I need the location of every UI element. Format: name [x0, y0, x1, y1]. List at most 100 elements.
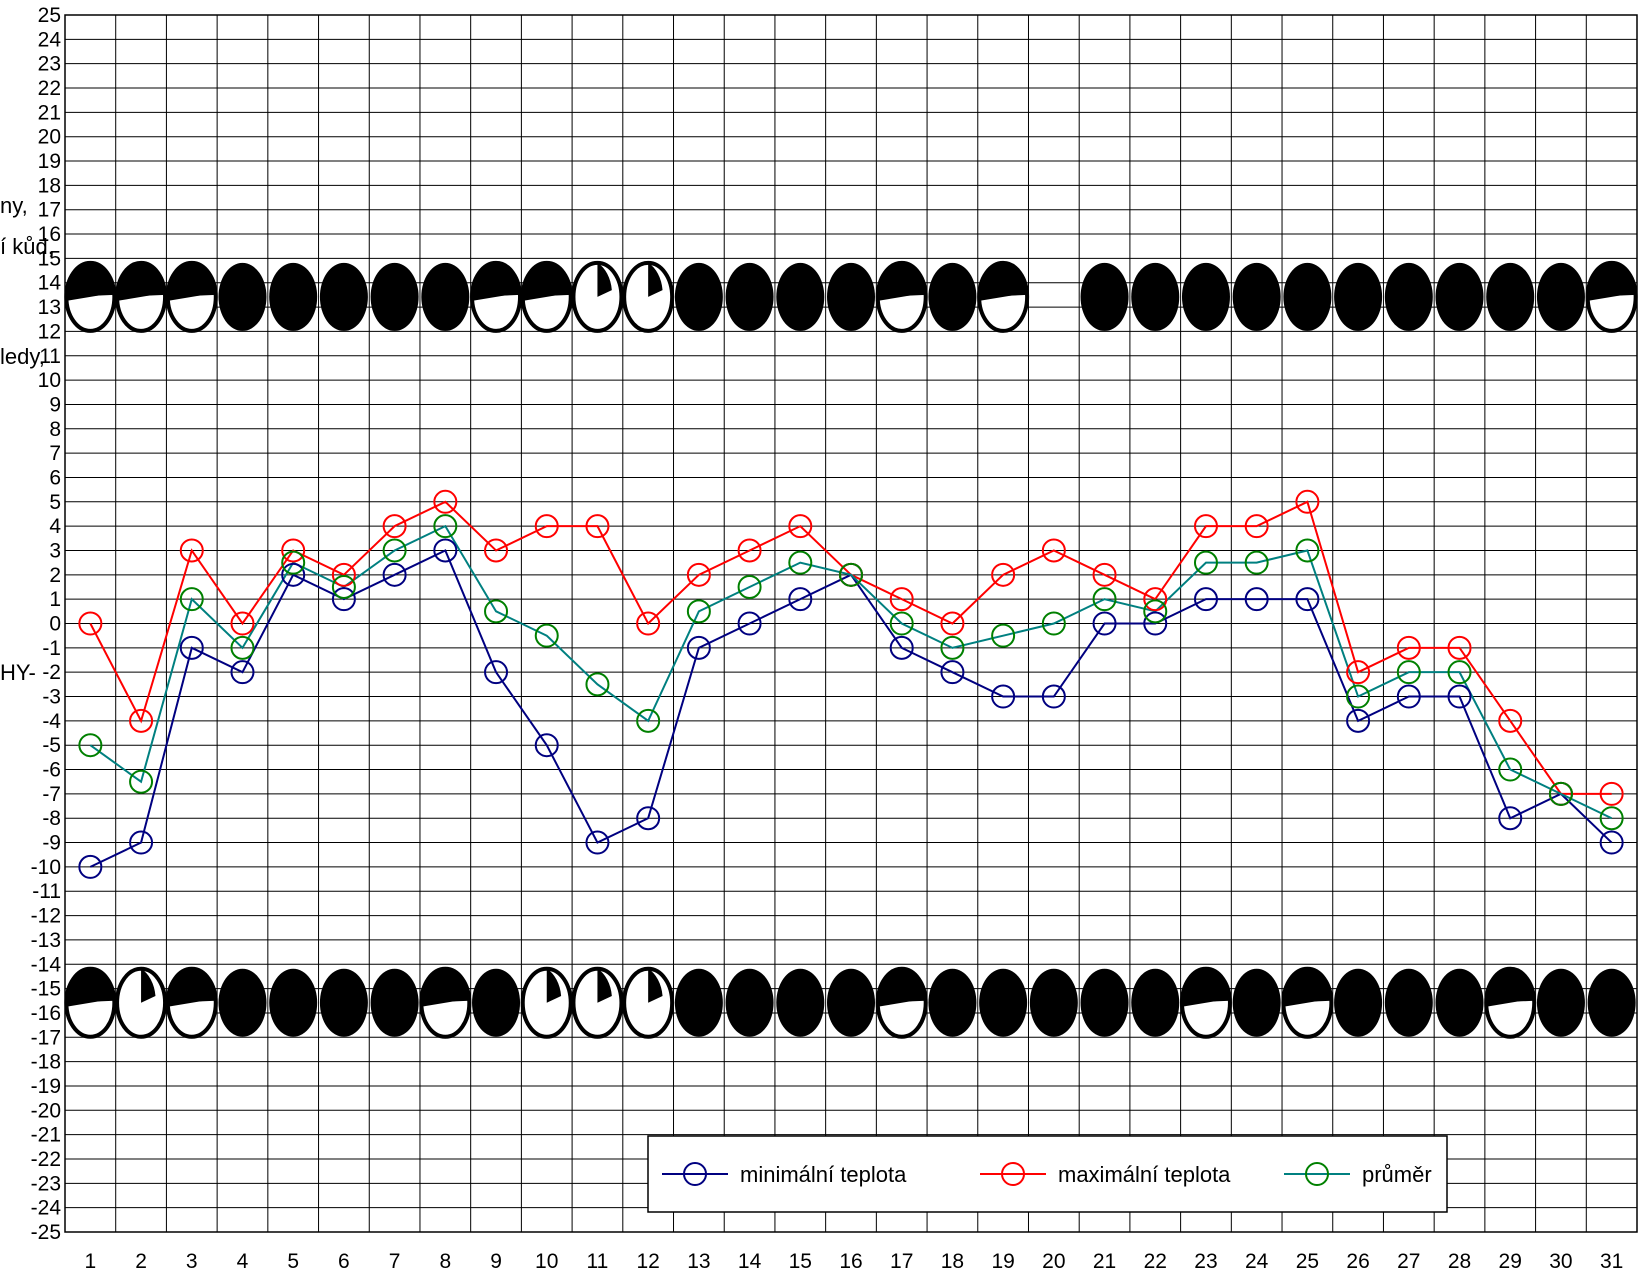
data-point	[281, 550, 306, 575]
side-label: HY-	[0, 660, 36, 685]
data-point	[1599, 830, 1624, 855]
data-point	[534, 514, 559, 539]
grid	[64, 14, 1638, 1233]
cloud-cover-icon	[1435, 968, 1484, 1037]
cloud-full-icon	[218, 968, 267, 1037]
cloud-cover-icon	[419, 966, 472, 1039]
data-point	[737, 574, 762, 599]
legend-label: minimální teplota	[740, 1162, 907, 1187]
data-point	[1599, 806, 1624, 831]
y-tick-label: 18	[38, 174, 61, 197]
y-tick-label: -10	[31, 856, 61, 879]
cloud-cover-icon	[1232, 262, 1281, 331]
data-point	[1295, 587, 1320, 612]
x-tick-label: 31	[1600, 1250, 1623, 1273]
data-point	[1244, 550, 1269, 575]
data-point	[331, 562, 356, 587]
y-tick-label: -18	[31, 1051, 61, 1074]
data-point	[179, 538, 204, 563]
data-point	[1244, 587, 1269, 612]
legend-marker	[1001, 1162, 1025, 1186]
cloud-cover-icon	[1536, 262, 1585, 331]
cloud-full-icon	[269, 262, 318, 331]
cloud-cover-icon	[725, 262, 774, 331]
data-point	[1041, 684, 1066, 709]
data-point	[1599, 781, 1624, 806]
data-point	[78, 733, 103, 758]
cloud-cover-icon	[622, 966, 675, 1039]
cloud-full-icon	[776, 968, 825, 1037]
cloud-full-icon	[319, 968, 368, 1037]
cloud-full-icon	[1435, 968, 1484, 1037]
y-tick-label: -9	[42, 832, 61, 855]
y-tick-label: 12	[38, 320, 61, 343]
cloud-cover-icon	[64, 260, 117, 333]
cloud-cover-icon	[1232, 968, 1281, 1037]
x-tick-label: 19	[991, 1250, 1014, 1273]
cloud-cover-icon	[319, 968, 368, 1037]
x-tick-label: 23	[1194, 1250, 1217, 1273]
cloud-full-icon	[1181, 262, 1230, 331]
side-label: í kůd,	[0, 234, 54, 259]
y-tick-labels: -25-24-23-22-21-20-19-18-17-16-15-14-13-…	[31, 4, 62, 1244]
data-point	[788, 550, 813, 575]
x-tick-label: 25	[1296, 1250, 1319, 1273]
x-tick-label: 14	[738, 1250, 762, 1273]
cloud-cover-icon	[1435, 262, 1484, 331]
cloud-full-icon	[1536, 968, 1585, 1037]
y-tick-label: 1	[49, 588, 61, 611]
data-point	[1193, 514, 1218, 539]
data-point	[1041, 538, 1066, 563]
cloud-cover-icon	[520, 966, 573, 1039]
x-tick-label: 26	[1346, 1250, 1369, 1273]
x-tick-label: 28	[1448, 1250, 1471, 1273]
y-tick-label: -14	[31, 953, 62, 976]
y-tick-label: -6	[42, 759, 61, 782]
data-point	[1193, 587, 1218, 612]
cloud-cover-icon	[1587, 968, 1636, 1037]
y-tick-label: -15	[31, 978, 61, 1001]
data-point	[1092, 611, 1117, 636]
y-tick-label: -11	[32, 880, 61, 903]
y-tick-label: 2	[49, 564, 61, 587]
legend-marker	[1305, 1162, 1329, 1186]
data-point	[433, 489, 458, 514]
x-tick-label: 17	[890, 1250, 913, 1273]
data-point	[78, 611, 103, 636]
data-point	[129, 708, 154, 733]
data-point	[1193, 550, 1218, 575]
data-point	[940, 635, 965, 660]
x-tick-label: 15	[789, 1250, 812, 1273]
cloud-full-icon	[1131, 968, 1180, 1037]
cloud-cover-icon	[165, 260, 218, 333]
data-point	[382, 538, 407, 563]
cloud-full-icon	[1232, 968, 1281, 1037]
cloud-full-icon	[319, 262, 368, 331]
y-tick-label: -12	[31, 905, 61, 928]
cloud-cover-icon	[1484, 966, 1537, 1039]
cloud-cover-icon	[1384, 262, 1433, 331]
cloud-cover-icon	[520, 260, 573, 333]
cloud-cover-icon	[1179, 966, 1232, 1039]
cloud-cover-icon	[115, 260, 168, 333]
data-point	[179, 587, 204, 612]
cloud-cover-icon	[1283, 262, 1332, 331]
cloud-full-icon	[1080, 262, 1129, 331]
data-point	[686, 635, 711, 660]
y-tick-label: -1	[42, 637, 61, 660]
cloud-full-icon	[1334, 262, 1383, 331]
x-tick-label: 6	[338, 1250, 350, 1273]
data-point	[1041, 611, 1066, 636]
y-tick-label: 19	[38, 150, 61, 173]
y-tick-label: 15	[38, 247, 61, 270]
x-tick-label: 27	[1397, 1250, 1420, 1273]
cloud-full-icon	[827, 968, 875, 1037]
cloud-full-icon	[1029, 968, 1078, 1037]
data-point	[839, 562, 863, 587]
y-tick-label: -13	[31, 929, 61, 952]
cloud-cover-icon	[928, 262, 977, 331]
cloud-cover-icon	[1486, 262, 1535, 331]
data-point	[281, 562, 306, 587]
data-point	[686, 562, 711, 587]
